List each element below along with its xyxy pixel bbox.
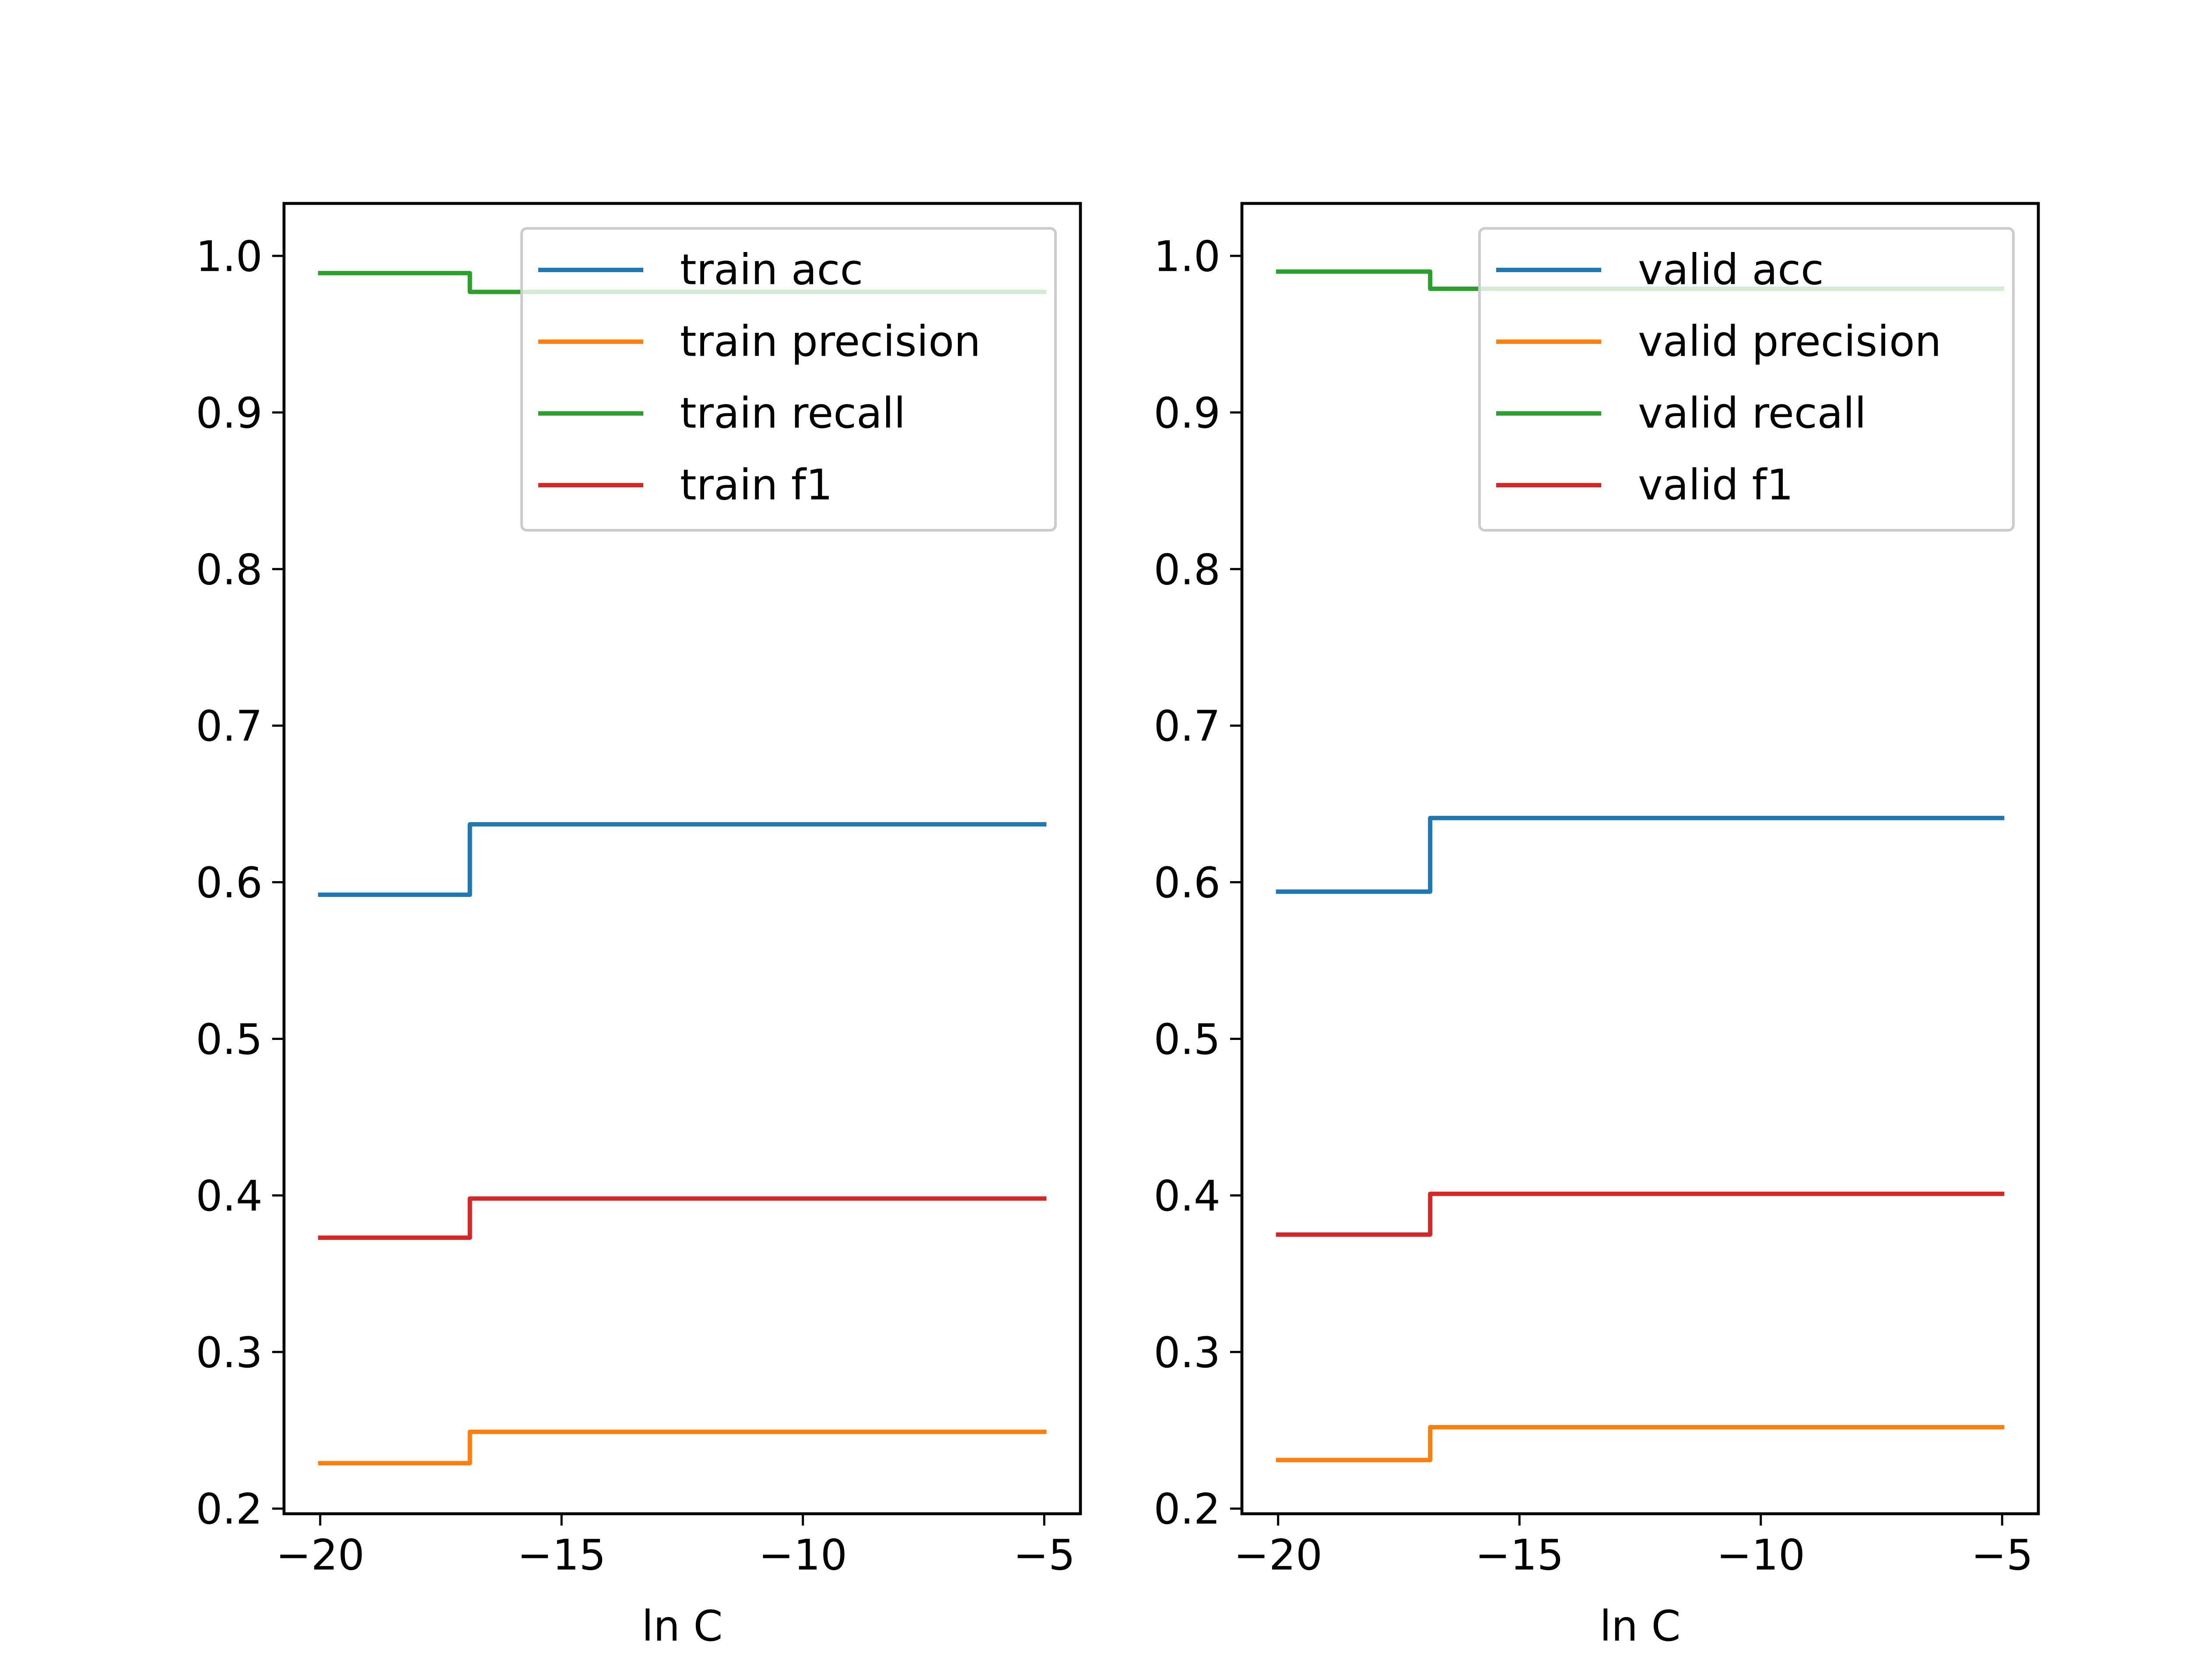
panel-1-legend-label-2: train precision: [680, 317, 981, 366]
panel-2-legend-label-3: valid recall: [1638, 389, 1866, 438]
panel-1-x-tick-label: −20: [276, 1531, 365, 1580]
panel-2-legend-label-1: valid acc: [1638, 245, 1824, 294]
panel-2-legend-label-2: valid precision: [1638, 317, 1942, 366]
panel-1-x-axis-label: ln C: [642, 1602, 722, 1651]
panel-1-y-tick-label: 1.0: [196, 232, 263, 281]
panel-1-x-tick-label: −15: [517, 1531, 606, 1580]
panel-2-x-axis-label: ln C: [1599, 1602, 1680, 1651]
panel-1-legend-label-4: train f1: [680, 461, 833, 510]
panel-2-y-tick-label: 0.7: [1154, 702, 1220, 751]
panel-1-series-line-4: [318, 1196, 1047, 1240]
panel-1-series-line-2: [318, 1429, 1047, 1466]
panel-1-legend: [520, 227, 1057, 532]
panel-2-y-tick-label: 0.8: [1154, 545, 1220, 594]
panel-2-axes-frame: [1240, 202, 2040, 1516]
panel-1-y-tick-label: 0.3: [196, 1328, 263, 1377]
panel-2-legend-label-4: valid f1: [1638, 461, 1793, 510]
panel-2-x-tick-label: −15: [1475, 1531, 1564, 1580]
panel-2-series-line-4: [1276, 1191, 2005, 1237]
panel-1-x-tick-label: −5: [1013, 1531, 1076, 1580]
panel-2-y-tick-label: 0.4: [1154, 1172, 1220, 1221]
panel-1-y-tick-label: 0.9: [196, 388, 263, 438]
panel-1-y-tick-label: 0.7: [196, 702, 263, 751]
panel-2-y-tick-label: 0.9: [1154, 388, 1220, 438]
panel-2-y-tick-label: 1.0: [1154, 232, 1220, 281]
panel-2-legend: [1478, 227, 2015, 532]
panel-1: 0.2 0.3 0.4 0.5 0.6 0.7 0.8 0.9 1.0 −20 −15 −10 −5 ln…: [196, 202, 1082, 1651]
panel-1-y-tick-label: 0.2: [196, 1485, 263, 1534]
panel-2-series-line-1: [1276, 816, 2005, 894]
panel-2-series-line-2: [1276, 1425, 2005, 1463]
panel-2-y-tick-label: 0.3: [1154, 1328, 1220, 1377]
panel-1-y-tick-label: 0.5: [196, 1015, 263, 1064]
panel-1-y-tick-label: 0.4: [196, 1172, 263, 1221]
panel-1-legend-label-1: train acc: [680, 245, 863, 294]
panel-2-x-tick-label: −10: [1716, 1531, 1805, 1580]
panel-2-y-tick-label: 0.6: [1154, 858, 1220, 907]
panel-2-x-tick-label: −5: [1971, 1531, 2034, 1580]
panel-1-legend-label-3: train recall: [680, 389, 905, 438]
panel-1-axes-frame: [282, 202, 1082, 1516]
panel-2-y-tick-label: 0.5: [1154, 1015, 1220, 1064]
panel-1-y-tick-label: 0.6: [196, 858, 263, 907]
panel-1-y-tick-label: 0.8: [196, 545, 263, 594]
panel-1-x-tick-label: −10: [758, 1531, 847, 1580]
panel-2-x-tick-label: −20: [1234, 1531, 1322, 1580]
panel-2: 0.2 0.3 0.4 0.5 0.6 0.7 0.8 0.9 1.0 −20 −15 −10 −5 ln…: [1154, 202, 2040, 1651]
panel-2-y-tick-label: 0.2: [1154, 1485, 1220, 1534]
panel-1-series-line-1: [318, 822, 1047, 897]
